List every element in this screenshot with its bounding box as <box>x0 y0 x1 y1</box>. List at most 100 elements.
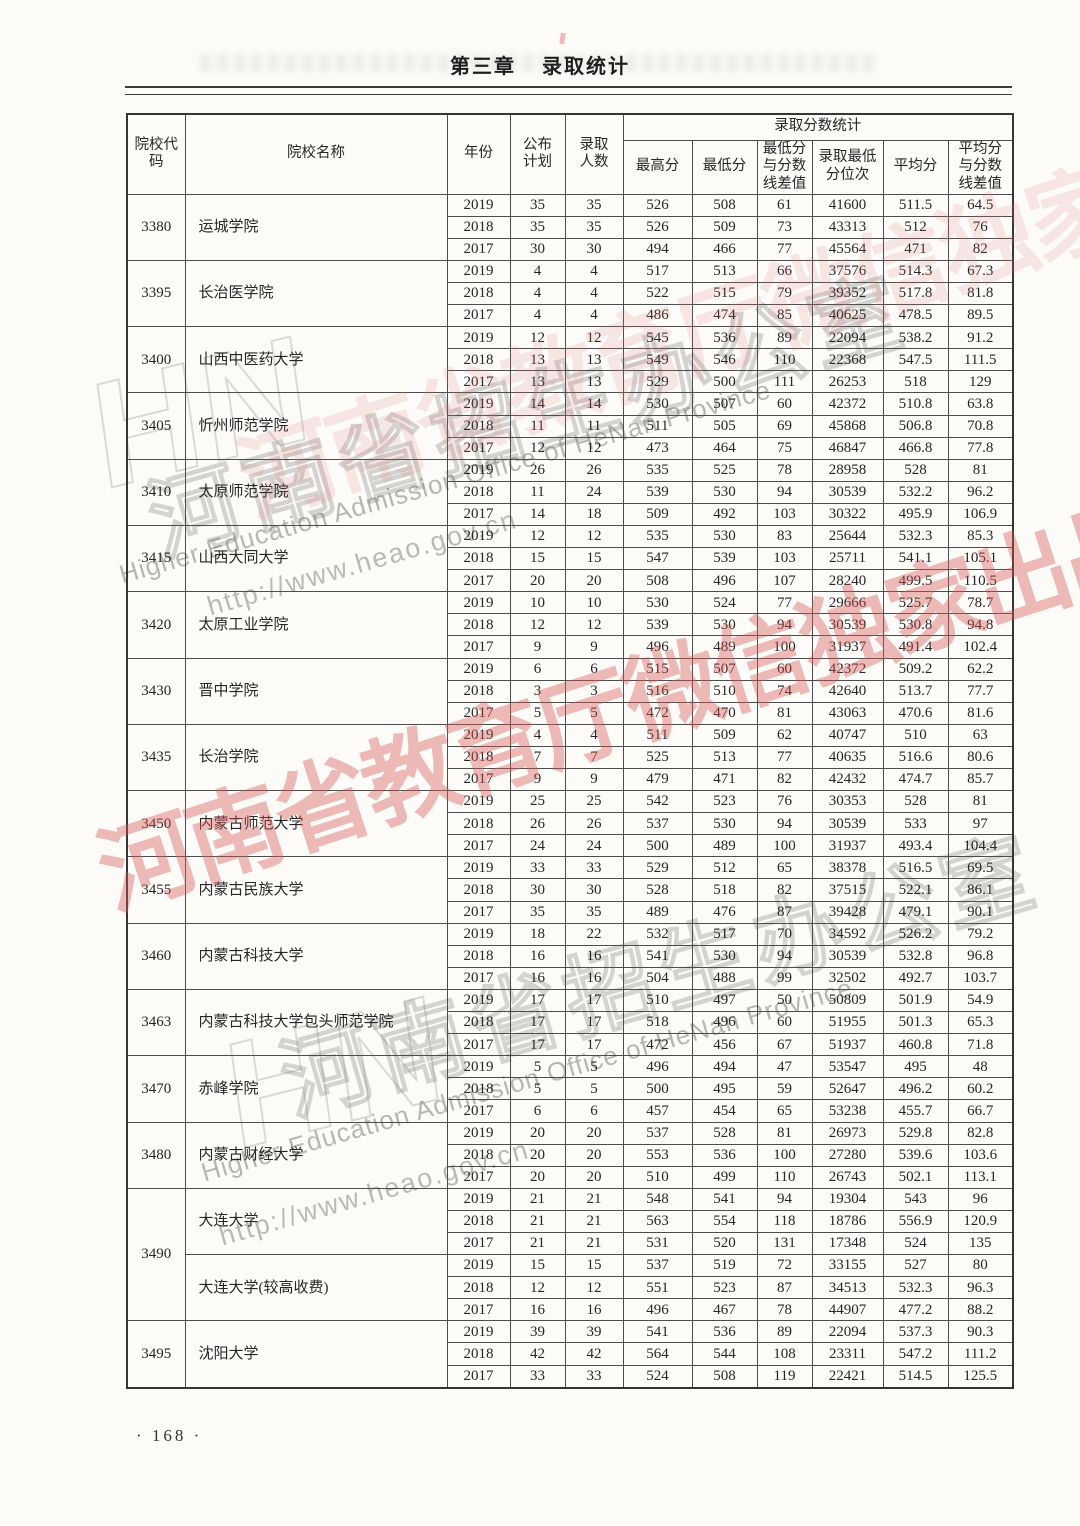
cell-avgdiff: 80 <box>947 1254 1014 1278</box>
cell-rank: 50809 <box>811 988 884 1013</box>
cell-college-name: 大连大学 <box>184 1187 448 1256</box>
cell-mindiff: 83 <box>756 524 813 549</box>
cell-mindiff: 85 <box>756 304 813 328</box>
cell-year: 2019 <box>446 259 511 283</box>
cell-min: 497 <box>691 988 758 1013</box>
cell-avg: 471 <box>882 237 949 261</box>
cell-college-code: 3405 <box>126 392 186 460</box>
cell-min: 495 <box>691 1077 758 1101</box>
cell-mindiff: 81 <box>756 1121 813 1145</box>
cell-college-code: 3400 <box>126 326 186 394</box>
cell-mindiff: 76 <box>756 790 813 814</box>
cell-avgdiff: 81.6 <box>947 701 1014 725</box>
cell-avgdiff: 63 <box>947 723 1014 747</box>
cell-year: 2018 <box>446 1209 511 1233</box>
cell-min: 518 <box>691 878 758 902</box>
cell-college-name: 晋中学院 <box>184 657 448 725</box>
cell-mindiff: 94 <box>756 1187 813 1211</box>
cell-min: 464 <box>691 436 758 460</box>
cell-max: 509 <box>622 502 693 526</box>
cell-plan: 6 <box>509 1099 566 1123</box>
cell-year: 2019 <box>446 856 511 880</box>
cell-plan: 15 <box>509 1254 566 1278</box>
admission-stats-table: 院校代码 院校名称 年份 公布计划 录取人数 录取分数统计 最高分 最低分 最低… <box>126 113 1014 1389</box>
cell-avgdiff: 62.2 <box>947 657 1014 681</box>
cell-mindiff: 89 <box>756 1320 813 1344</box>
cell-min: 489 <box>691 635 758 659</box>
cell-year: 2017 <box>446 900 511 924</box>
cell-rank: 19304 <box>811 1187 884 1211</box>
cell-plan: 3 <box>509 679 566 703</box>
cell-avgdiff: 67.3 <box>947 259 1014 283</box>
cell-max: 537 <box>622 1254 693 1278</box>
cell-num: 12 <box>564 326 624 350</box>
cell-num: 4 <box>564 304 624 328</box>
cell-mindiff: 94 <box>756 944 813 968</box>
cell-college-name: 运城学院 <box>184 193 448 261</box>
cell-rank: 30539 <box>811 812 884 836</box>
cell-avg: 510 <box>882 723 949 747</box>
cell-min: 523 <box>691 1276 758 1300</box>
cell-mindiff: 50 <box>756 988 813 1013</box>
cell-college-code: 3450 <box>126 790 186 858</box>
cell-college-name: 忻州师范学院 <box>184 392 448 460</box>
cell-avg: 495 <box>882 1055 949 1079</box>
cell-year: 2018 <box>446 1077 511 1101</box>
cell-num: 39 <box>564 1320 624 1344</box>
cell-num: 12 <box>564 1276 624 1300</box>
cell-college-code: 3490 <box>126 1187 186 1322</box>
cell-plan: 20 <box>509 1165 566 1189</box>
table-row: 2017 9 9 496 489 100 31937 491.4 102.4 <box>127 635 1014 659</box>
table-row: 2018 13 13 549 546 110 22368 547.5 111.5 <box>127 348 1014 372</box>
cell-min: 466 <box>691 237 758 261</box>
cell-plan: 5 <box>509 1055 566 1079</box>
cell-rank: 45868 <box>811 414 884 438</box>
cell-mindiff: 72 <box>756 1254 813 1278</box>
cell-min: 530 <box>691 480 758 504</box>
cell-rank: 26973 <box>811 1121 884 1145</box>
cell-avg: 522.1 <box>882 878 949 902</box>
cell-min: 536 <box>691 1320 758 1344</box>
cell-plan: 5 <box>509 1077 566 1101</box>
cell-avgdiff: 63.8 <box>947 392 1014 416</box>
cell-avgdiff: 105.1 <box>947 547 1014 571</box>
cell-num: 15 <box>564 547 624 571</box>
cell-max: 531 <box>622 1231 693 1256</box>
cell-mindiff: 69 <box>756 414 813 438</box>
cell-avgdiff: 65.3 <box>947 1011 1014 1035</box>
header-plan: 公布计划 <box>509 113 566 195</box>
cell-mindiff: 47 <box>756 1055 813 1079</box>
cell-max: 496 <box>622 635 693 659</box>
cell-min: 530 <box>691 944 758 968</box>
cell-avg: 493.4 <box>882 834 949 858</box>
cell-max: 545 <box>622 326 693 350</box>
cell-mindiff: 65 <box>756 1099 813 1123</box>
cell-max: 516 <box>622 679 693 703</box>
cell-avgdiff: 111.5 <box>947 348 1014 372</box>
cell-max: 472 <box>622 1033 693 1057</box>
cell-min: 505 <box>691 414 758 438</box>
cell-avg: 528 <box>882 790 949 814</box>
cell-num: 33 <box>564 856 624 880</box>
cell-num: 17 <box>564 1033 624 1057</box>
cell-avg: 496.2 <box>882 1077 949 1101</box>
table-row: 2018 15 15 547 539 103 25711 541.1 105.1 <box>127 547 1014 571</box>
cell-min: 509 <box>691 215 758 239</box>
cell-year: 2018 <box>446 1011 511 1035</box>
cell-avg: 527 <box>882 1254 949 1278</box>
cell-avgdiff: 103.6 <box>947 1143 1014 1167</box>
cell-mindiff: 103 <box>756 547 813 571</box>
cell-plan: 10 <box>509 591 566 615</box>
cell-max: 529 <box>622 370 693 394</box>
cell-rank: 30353 <box>811 790 884 814</box>
cell-max: 542 <box>622 790 693 814</box>
cell-min: 513 <box>691 745 758 770</box>
cell-max: 530 <box>622 392 693 416</box>
cell-num: 20 <box>564 1143 624 1167</box>
cell-max: 535 <box>622 458 693 482</box>
cell-year: 2018 <box>446 348 511 372</box>
cell-avgdiff: 60.2 <box>947 1077 1014 1101</box>
cell-mindiff: 78 <box>756 458 813 482</box>
cell-avg: 528 <box>882 458 949 482</box>
cell-avg: 492.7 <box>882 966 949 990</box>
